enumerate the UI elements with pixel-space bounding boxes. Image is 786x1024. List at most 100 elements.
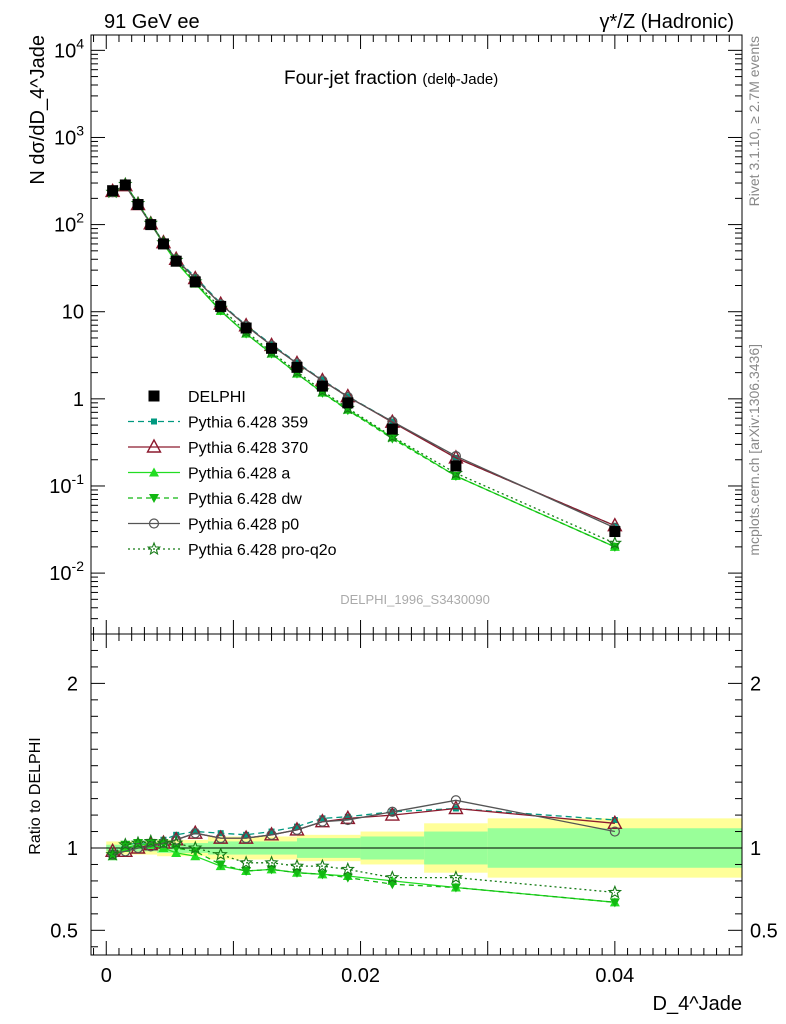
- ratio-point-4: [291, 824, 303, 835]
- legend-marker-3: [149, 494, 159, 503]
- data-point: [342, 397, 354, 409]
- ratio-point-5: [188, 840, 203, 855]
- ratio-point-3: [609, 898, 620, 908]
- ratio-line-3: [112, 842, 615, 903]
- plot-title: Four-jet fraction: [284, 68, 417, 89]
- y-tick-label-right: 1: [750, 838, 761, 860]
- ratio-line-2: [112, 844, 615, 903]
- ratio-point-0: [344, 813, 351, 820]
- y-tick-label: 10-2: [49, 558, 84, 585]
- data-point: [145, 219, 157, 231]
- ratio-point-5: [289, 858, 305, 873]
- ratio-line-5: [112, 840, 615, 894]
- data-point: [386, 423, 398, 435]
- ratio-point-5: [340, 861, 355, 876]
- ratio-point-4: [190, 828, 201, 839]
- ratio-point-5: [143, 833, 158, 848]
- legend-marker-4: [148, 518, 160, 529]
- ratio-point-1: [607, 814, 623, 830]
- legend-entry-1: Pythia 6.428 370: [128, 438, 308, 457]
- ratio-point-3: [215, 860, 226, 870]
- data-point: [215, 300, 227, 312]
- ratio-point-4: [317, 816, 328, 827]
- data-point: [132, 199, 144, 211]
- ratio-line-4: [112, 799, 616, 856]
- ratio-point-4: [132, 842, 144, 854]
- ratio-point-0: [293, 823, 300, 830]
- ratio-point-4: [266, 829, 277, 840]
- data-point: [107, 185, 119, 197]
- data-point: [266, 342, 278, 354]
- y-tick-label: 10: [62, 302, 84, 324]
- ratio-point-0: [268, 828, 275, 835]
- ratio-point-5: [213, 847, 228, 861]
- header-left: 91 GeV ee: [104, 11, 200, 33]
- ratio-point-5: [169, 835, 184, 850]
- legend-marker-0: [151, 418, 157, 425]
- y-tick-label: 102: [54, 210, 84, 237]
- legend-label-1: Pythia 6.428 370: [188, 440, 308, 457]
- ratio-point-5: [105, 847, 120, 861]
- legend-marker-1: [146, 438, 162, 453]
- ratio-point-5: [156, 835, 171, 850]
- ratio-point-4: [609, 826, 620, 837]
- legend-entry-5: Pythia 6.428 pro-q2o: [128, 541, 337, 559]
- y-tick-label: 104: [54, 35, 84, 62]
- ratio-point-3: [450, 883, 461, 893]
- ratio-point-0: [319, 815, 326, 822]
- x-tick-label: 0.02: [341, 965, 380, 987]
- plot-title-group: Four-jet fraction (delϕ-Jade): [284, 68, 498, 89]
- ratio-point-4: [342, 814, 353, 826]
- ratio-point-3: [241, 867, 252, 877]
- legend-label-0: Pythia 6.428 359: [188, 415, 308, 432]
- ratio-point-4: [450, 795, 462, 806]
- side-label-bottom: mcplots.cern.ch [arXiv:1306.3436]: [746, 344, 762, 556]
- legend-label-data: DELPHI: [188, 389, 246, 406]
- x-tick-label: 0.04: [595, 965, 634, 987]
- legend-label-3: Pythia 6.428 dw: [188, 491, 302, 508]
- x-tick-label: 0: [101, 965, 112, 987]
- ratio-point-5: [385, 870, 400, 884]
- header-right: γ*/Z (Hadronic): [600, 11, 734, 33]
- ratio-point-5: [238, 855, 254, 869]
- data-point: [240, 322, 252, 334]
- legend-entry-3: Pythia 6.428 dw: [128, 491, 302, 508]
- ratio-line-0: [112, 807, 615, 854]
- data-point: [189, 276, 201, 288]
- data-point: [119, 179, 131, 191]
- ratio-point-5: [264, 855, 279, 869]
- data-point: [291, 361, 303, 373]
- watermark: DELPHI_1996_S3430090: [340, 592, 490, 607]
- ratio-point-4: [171, 834, 182, 845]
- bottom-frame: [90, 633, 743, 956]
- data-point: [609, 526, 621, 538]
- ratio-point-3: [342, 873, 353, 883]
- y-tick-label: 2: [67, 673, 78, 695]
- x-axis-label: D_4^Jade: [653, 993, 742, 1015]
- ratio-point-0: [192, 828, 199, 835]
- y-tick-label-right: 0.5: [750, 920, 778, 942]
- y-axis-label-top: N dσ/dD_4^Jade: [27, 35, 49, 185]
- y-tick-label-right: 2: [750, 673, 761, 695]
- series-line-5: [112, 183, 616, 544]
- legend-label-2: Pythia 6.428 a: [188, 466, 290, 483]
- legend-label-4: Pythia 6.428 p0: [188, 517, 299, 534]
- legend-entry-4: Pythia 6.428 p0: [128, 517, 299, 534]
- ratio-point-1: [448, 800, 464, 815]
- legend-label-5: Pythia 6.428 pro-q2o: [188, 542, 337, 559]
- data-point: [170, 255, 182, 267]
- y-tick-label: 10-1: [49, 471, 84, 498]
- legend-entry-0: Pythia 6.428 359: [128, 415, 308, 432]
- ratio-point-0: [243, 831, 250, 838]
- ratio-point-5: [118, 837, 133, 851]
- data-point: [316, 380, 328, 392]
- ratio-point-0: [611, 817, 618, 824]
- series-point-5: [607, 535, 623, 550]
- y-tick-label: 0.5: [50, 920, 78, 942]
- legend-entry-2: Pythia 6.428 a: [128, 466, 290, 483]
- plot-title-sub: (delϕ-Jade): [422, 71, 498, 88]
- ratio-point-4: [387, 806, 398, 817]
- y-tick-label: 103: [54, 122, 84, 149]
- ratio-point-5: [607, 884, 623, 899]
